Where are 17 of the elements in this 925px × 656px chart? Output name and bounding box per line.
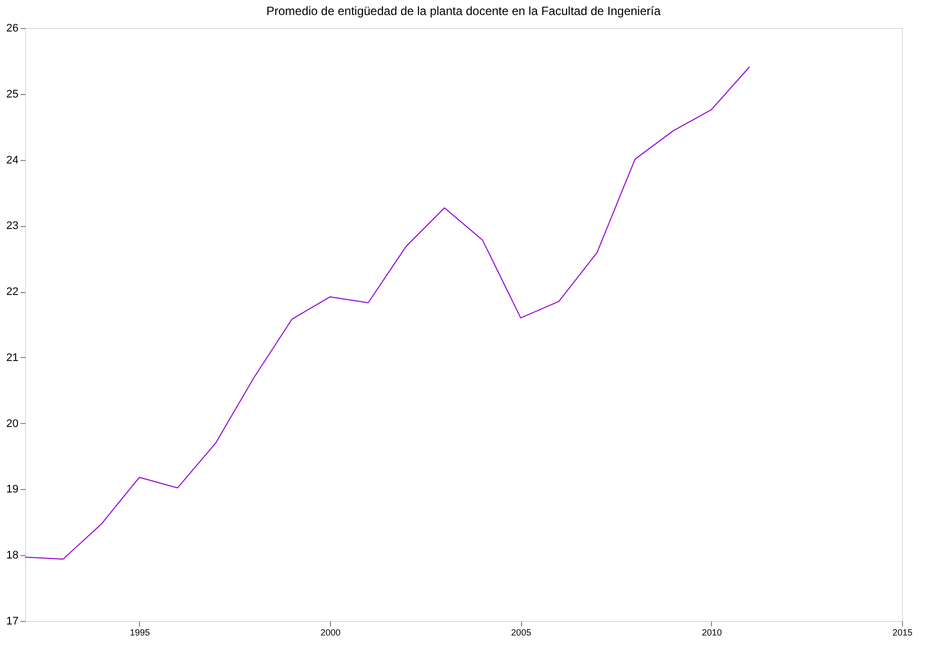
y-tick-label: 17 [6, 616, 18, 628]
x-tick-label: 1995 [130, 628, 150, 638]
y-tick-label: 20 [6, 418, 18, 430]
y-tick-label: 26 [6, 22, 18, 34]
y-tick-label: 18 [6, 550, 18, 562]
x-tick-label: 2000 [320, 628, 341, 638]
y-tick-label: 22 [6, 286, 18, 298]
x-tick-label: 2005 [511, 628, 532, 638]
y-tick-label: 21 [6, 352, 18, 364]
x-tick-label: 2015 [892, 628, 913, 638]
y-tick-label: 19 [6, 484, 18, 496]
line-series [24, 66, 750, 560]
chart-title: Promedio de entigüedad de la planta docente en la Facultad de Ingeniería [266, 4, 661, 18]
y-tick-label: 25 [6, 88, 18, 100]
y-tick-label: 23 [6, 220, 18, 232]
x-tick-label: 2010 [702, 628, 722, 638]
y-tick-label: 24 [6, 154, 18, 166]
